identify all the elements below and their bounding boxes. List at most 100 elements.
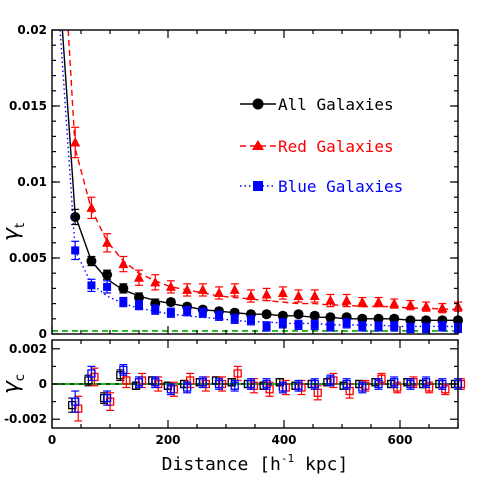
- cross-point-blue: [310, 379, 319, 389]
- cross-point-blue: [278, 383, 287, 392]
- cross-point-blue: [134, 378, 144, 387]
- x-tick-label: 600: [387, 433, 412, 447]
- x-tick-label: 0: [48, 433, 56, 447]
- data-point-blue: [422, 323, 431, 332]
- gamma-c-subscript: c: [13, 374, 28, 381]
- data-point-blue: [294, 320, 303, 329]
- cross-point-blue: [262, 379, 271, 389]
- data-point-blue: [438, 322, 447, 331]
- top-ytick-label: 0.015: [9, 99, 47, 113]
- cross-point-blue: [71, 397, 80, 406]
- data-point-blue: [87, 281, 96, 290]
- data-point-red: [421, 301, 432, 311]
- data-point-red: [150, 276, 161, 287]
- legend-blue-label: Blue Galaxies: [278, 177, 403, 196]
- data-point-red: [261, 288, 272, 299]
- data-point-all: [86, 256, 97, 267]
- data-point-blue: [278, 319, 287, 328]
- cross-point-blue: [230, 381, 239, 390]
- data-point-blue: [151, 305, 160, 314]
- top-ytick-label: 0.005: [9, 251, 47, 265]
- legend-red-label: Red Galaxies: [278, 137, 394, 156]
- data-point-blue: [406, 323, 415, 332]
- data-point-blue: [390, 322, 399, 331]
- data-point-red: [373, 296, 384, 307]
- data-point-red: [165, 281, 176, 291]
- data-point-all: [118, 283, 129, 294]
- x-axis-title: Distance [h-1 kpc]: [162, 452, 349, 475]
- bottom-ytick-label: 0.002: [9, 342, 47, 356]
- data-point-red: [102, 237, 113, 247]
- x-axis-title-end: kpc]: [294, 454, 348, 475]
- cross-point-blue: [374, 379, 383, 389]
- data-point-red: [325, 295, 336, 305]
- cross-point-blue: [214, 379, 224, 389]
- cross-point-blue: [406, 379, 415, 389]
- cross-point-blue: [342, 379, 351, 389]
- cross-point-blue: [119, 365, 128, 375]
- data-point-blue: [71, 246, 80, 255]
- data-point-blue: [246, 316, 255, 325]
- cross-point-blue: [87, 369, 96, 378]
- model-curve-all: [61, 29, 458, 321]
- top-ytick-label: 0: [39, 327, 47, 341]
- x-axis-title-superscript: -1: [281, 452, 294, 465]
- cross-point-blue: [421, 378, 431, 387]
- data-point-red: [405, 299, 416, 310]
- cross-point-blue: [151, 378, 160, 387]
- data-point-red: [389, 298, 400, 308]
- data-point-blue: [119, 298, 128, 307]
- data-point-red: [341, 295, 352, 305]
- shear-tangential-panel: 0 0.005 0.01 0.015 0.02 γt All Galaxies Red …: [0, 23, 463, 341]
- data-point-all: [293, 309, 304, 320]
- top-series-layer: [52, 29, 463, 334]
- data-point-blue: [103, 282, 112, 291]
- data-point-red: [86, 202, 97, 212]
- data-point-blue: [166, 308, 175, 317]
- data-point-all: [261, 309, 272, 320]
- cross-point-red: [122, 376, 131, 385]
- data-point-blue: [310, 320, 319, 329]
- legend-entry-all: All Galaxies: [240, 95, 394, 114]
- cross-point-blue: [390, 378, 399, 387]
- top-ytick-label: 0.01: [17, 175, 47, 189]
- data-point-blue: [262, 322, 271, 331]
- data-point-red: [277, 287, 288, 297]
- data-point-all: [165, 297, 176, 308]
- data-point-blue: [135, 301, 143, 310]
- cross-point-blue: [102, 393, 112, 403]
- x-tick-label: 200: [155, 433, 180, 447]
- data-point-all: [309, 310, 320, 321]
- data-point-blue: [342, 319, 351, 328]
- data-point-red: [197, 284, 208, 294]
- data-point-red: [214, 287, 225, 297]
- cross-point-blue: [358, 383, 367, 392]
- data-point-red: [229, 284, 240, 294]
- bottom-ytick-label: -0.002: [4, 412, 47, 426]
- data-point-blue: [374, 322, 383, 331]
- cross-point-blue: [326, 376, 335, 385]
- data-point-red: [182, 284, 193, 294]
- x-axis-title-main: Distance [h: [162, 454, 281, 475]
- bottom-series-layer: [52, 364, 466, 422]
- data-point-red: [70, 136, 81, 147]
- cross-point-blue: [294, 381, 303, 390]
- data-point-blue: [230, 314, 239, 323]
- legend-blue-marker: [253, 181, 263, 191]
- data-point-blue: [183, 307, 192, 316]
- y-axis-title-gamma-t: γt: [0, 223, 28, 241]
- data-point-red: [357, 296, 368, 307]
- top-ticks: 0 0.005 0.01 0.015 0.02: [9, 23, 459, 341]
- cross-point-blue: [166, 385, 176, 394]
- data-point-red: [118, 258, 129, 269]
- cross-point-blue: [438, 379, 447, 389]
- data-point-red: [134, 272, 144, 282]
- cross-point-blue: [198, 378, 207, 387]
- legend: All Galaxies Red Galaxies Blue Galaxies: [240, 95, 403, 196]
- data-point-red: [245, 290, 256, 300]
- bottom-ytick-label: 0: [39, 377, 47, 391]
- data-point-blue: [358, 322, 367, 331]
